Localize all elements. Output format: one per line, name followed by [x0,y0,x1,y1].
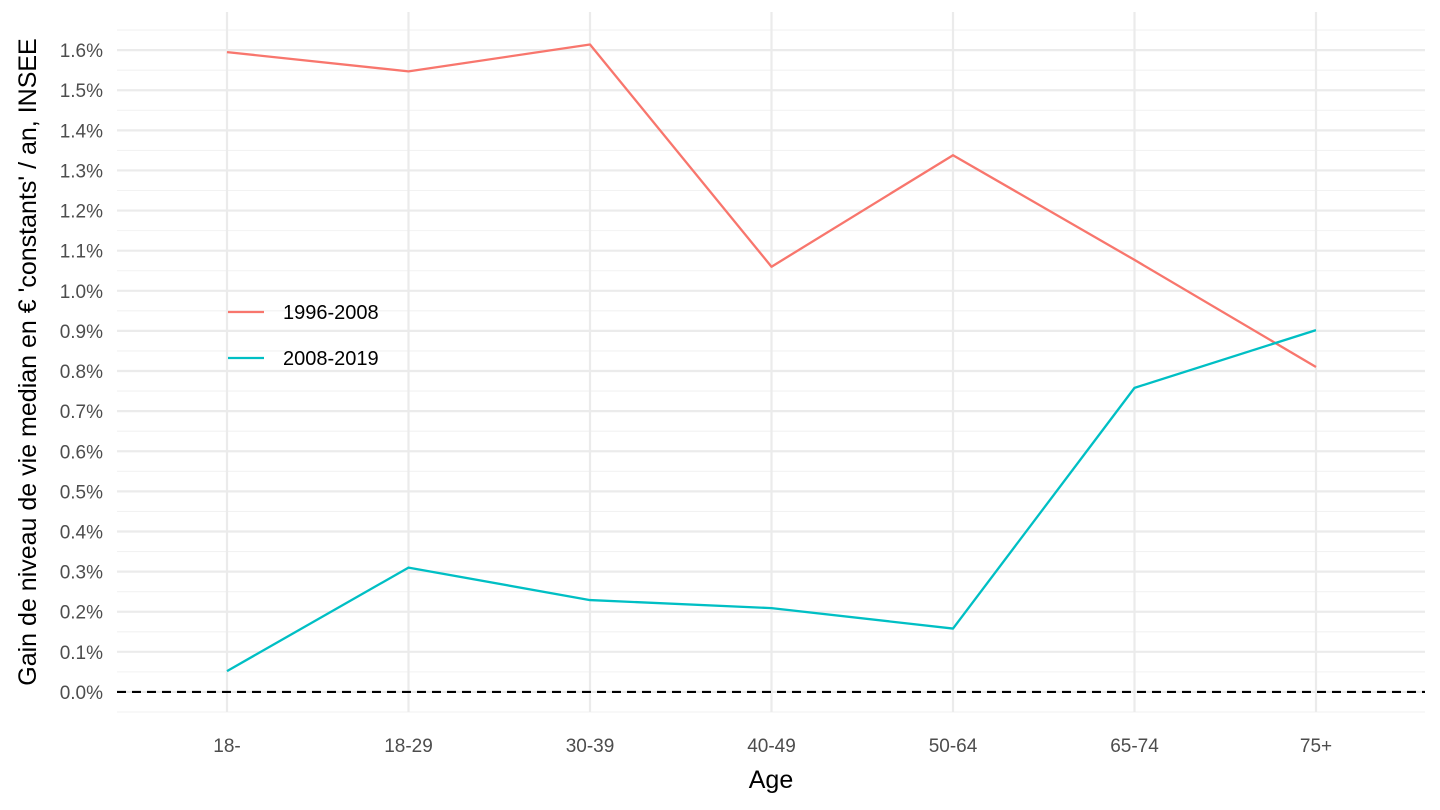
y-tick-label: 0.6% [60,442,103,463]
y-tick-label: 0.0% [60,683,103,704]
y-tick-label: 0.5% [60,482,103,503]
y-tick-label: 0.2% [60,603,103,624]
y-tick-label: 1.1% [60,242,103,263]
y-tick-label: 0.3% [60,563,103,584]
y-axis-title: Gain de niveau de vie median en € 'const… [14,38,42,685]
x-tick-label: 40-49 [747,736,796,757]
y-tick-label: 1.4% [60,121,103,142]
x-tick-label: 18-29 [384,736,433,757]
x-tick-label: 50-64 [929,736,978,757]
y-axis-tick-labels: 0.0% 0.1% 0.2% 0.3% 0.4% 0.5% 0.6% 0.7% 0.8% 0.9%… [60,41,103,704]
x-tick-label: 65-74 [1110,736,1159,757]
y-tick-label: 1.3% [60,161,103,182]
x-axis-title: Age [749,766,793,794]
y-tick-label: 1.6% [60,41,103,62]
y-tick-label: 0.4% [60,522,103,543]
series-line-2008-2019 [226,329,1317,673]
legend-label-2008-2019: 2008-2019 [283,348,379,370]
y-tick-label: 0.7% [60,402,103,423]
legend: 1996-2008 2008-2019 [228,302,379,370]
y-tick-label: 0.9% [60,322,103,343]
y-tick-label: 1.0% [60,282,103,303]
series-lines [226,43,1317,673]
legend-label-1996-2008: 1996-2008 [283,302,379,324]
x-axis-tick-labels: 18- 18-29 30-39 40-49 50-64 65-74 75+ [213,736,1332,757]
y-tick-label: 1.2% [60,202,103,223]
y-tick-label: 0.8% [60,362,103,383]
x-tick-label: 30-39 [566,736,615,757]
y-tick-label: 1.5% [60,81,103,102]
major-gridlines [117,12,1425,712]
x-tick-label: 75+ [1300,736,1332,757]
x-tick-label: 18- [213,736,240,757]
y-tick-label: 0.1% [60,643,103,664]
series-line-1996-2008 [226,43,1317,369]
